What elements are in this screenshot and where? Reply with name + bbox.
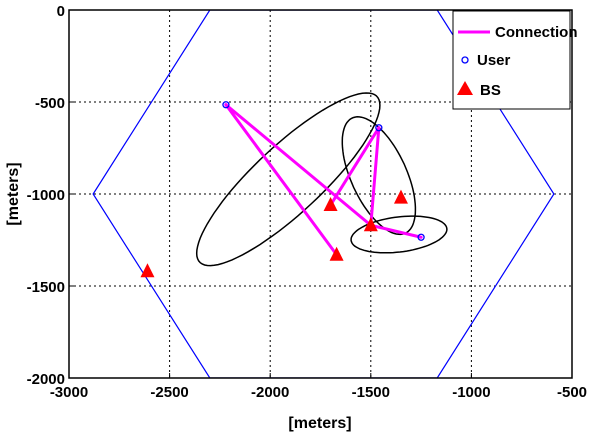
x-tick-label: -1500	[352, 384, 390, 401]
x-axis-label: [meters]	[288, 415, 351, 432]
cell-hexagon	[92, 10, 555, 378]
coverage-ellipse	[341, 116, 417, 236]
legend-connection-label: Connection	[495, 24, 578, 41]
x-tick-label: -2000	[251, 384, 289, 401]
base-station-marker	[140, 263, 155, 278]
connection-line	[369, 126, 381, 227]
legend-bs-label: BS	[480, 82, 501, 99]
legend-bs-swatch	[457, 81, 473, 95]
x-tick-label: -3000	[50, 384, 88, 401]
connection-line	[369, 223, 423, 239]
connection-line	[224, 103, 373, 227]
coverage-ellipse	[350, 215, 448, 254]
connection-line	[329, 126, 381, 207]
coverage-ellipse	[195, 92, 381, 267]
base-station-marker	[393, 189, 408, 204]
base-station-marker	[323, 197, 338, 212]
legend: Connection User BS	[452, 10, 578, 110]
base-station-marker	[363, 217, 378, 232]
plot-area	[92, 10, 555, 378]
y-tick-label: -1500	[27, 279, 65, 296]
connection-line	[224, 103, 339, 257]
legend-user-swatch	[461, 56, 469, 64]
y-tick-label: -500	[35, 95, 65, 112]
user-marker	[222, 101, 230, 109]
y-tick-label: -2000	[27, 371, 65, 388]
x-tick-label: -2500	[150, 384, 188, 401]
user-marker	[375, 124, 383, 132]
legend-user-label: User	[477, 52, 511, 69]
user-marker	[417, 233, 425, 241]
y-tick-label: 0	[57, 3, 65, 20]
y-tick-label: -1000	[27, 187, 65, 204]
axis-ticks: -3000 -2500 -2000 -1500 -1000 -500 0 -500 -1000 -…	[27, 3, 587, 401]
legend-box	[452, 10, 571, 110]
base-station-marker	[329, 246, 344, 261]
y-axis-label: [meters]	[5, 162, 22, 225]
x-tick-label: -1000	[452, 384, 490, 401]
x-tick-label: -500	[557, 384, 587, 401]
